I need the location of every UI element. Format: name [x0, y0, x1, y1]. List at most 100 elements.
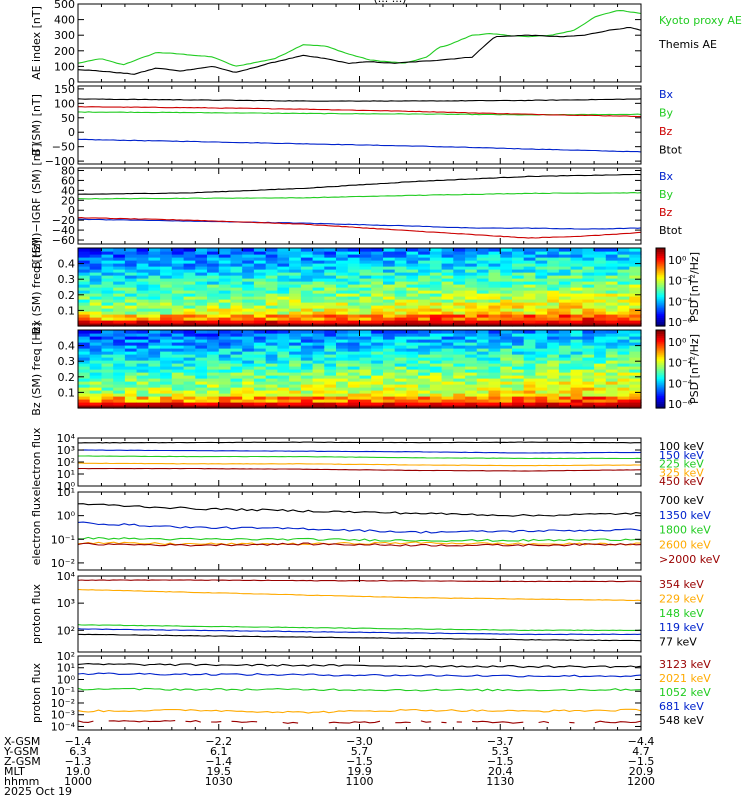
- psd-cell: [429, 336, 443, 340]
- psd-cell: [594, 317, 607, 321]
- psd-cell: [277, 351, 290, 355]
- psd-cell: [277, 363, 290, 367]
- psd-cell: [394, 314, 407, 318]
- psd-cell: [113, 381, 126, 385]
- psd-cell: [148, 387, 161, 391]
- psd-cell: [242, 357, 255, 361]
- psd-cell: [171, 305, 185, 309]
- psd-cell: [160, 390, 173, 394]
- psd-cell: [171, 357, 185, 361]
- psd-cell: [558, 345, 572, 349]
- psd-cell: [78, 381, 91, 385]
- psd-cell: [195, 320, 208, 324]
- psd-cell: [124, 311, 138, 315]
- psd-cell: [383, 269, 396, 273]
- psd-cell: [453, 257, 466, 261]
- psd-cell: [124, 363, 138, 367]
- psd-cell: [289, 330, 302, 334]
- psd-cell: [183, 251, 196, 255]
- psd-cell: [312, 363, 325, 367]
- psd-cell: [617, 266, 630, 270]
- psd-cell: [113, 393, 126, 397]
- psd-cell: [101, 345, 114, 349]
- psd-cell: [171, 317, 185, 321]
- psd-cell: [547, 260, 560, 264]
- psd-cell: [476, 251, 490, 255]
- psd-cell: [289, 275, 302, 279]
- psd-cell: [429, 390, 443, 394]
- psd-cell: [582, 314, 595, 318]
- psd-cell: [535, 339, 548, 343]
- psd-cell: [207, 354, 220, 358]
- psd-cell: [253, 269, 267, 273]
- psd-cell: [500, 393, 513, 397]
- psd-cell: [312, 393, 325, 397]
- psd-cell: [312, 375, 325, 379]
- psd-cell: [512, 384, 525, 388]
- psd-cell: [324, 330, 337, 334]
- psd-cell: [253, 399, 267, 403]
- psd-cell: [101, 396, 114, 400]
- psd-cell: [512, 311, 525, 315]
- psd-cell: [277, 275, 290, 279]
- psd-cell: [512, 293, 525, 297]
- psd-cell: [124, 296, 138, 300]
- psd-cell: [512, 269, 525, 273]
- psd-cell: [617, 360, 630, 364]
- psd-cell: [629, 308, 642, 312]
- psd-cell: [289, 299, 302, 303]
- y-tick-label: 10⁻¹: [51, 533, 75, 546]
- psd-cell: [265, 284, 278, 288]
- psd-cell: [371, 354, 384, 358]
- psd-cell: [324, 384, 337, 388]
- psd-cell: [371, 323, 384, 327]
- psd-cell: [418, 293, 431, 297]
- psd-cell: [136, 281, 149, 285]
- psd-cell: [582, 320, 595, 324]
- psd-cell: [218, 308, 232, 312]
- psd-cell: [371, 275, 384, 279]
- psd-cell: [136, 311, 149, 315]
- psd-cell: [512, 323, 525, 327]
- psd-cell: [148, 390, 161, 394]
- psd-cell: [218, 402, 232, 406]
- psd-cell: [148, 357, 161, 361]
- psd-cell: [523, 405, 536, 409]
- psd-cell: [78, 369, 91, 373]
- psd-cell: [289, 278, 302, 282]
- psd-cell: [242, 402, 255, 406]
- psd-cell: [535, 263, 548, 267]
- psd-cell: [500, 372, 513, 376]
- psd-cell: [523, 390, 536, 394]
- x-row-label: Z-GSM: [4, 755, 41, 768]
- psd-cell: [336, 299, 349, 303]
- psd-cell: [406, 372, 419, 376]
- series-line-450-kev: [77, 467, 641, 472]
- psd-cell: [605, 330, 619, 334]
- psd-cell: [594, 333, 607, 337]
- psd-cell: [78, 372, 91, 376]
- psd-cell: [383, 363, 396, 367]
- psd-cell: [78, 299, 91, 303]
- psd-cell: [183, 348, 196, 352]
- psd-cell: [594, 320, 607, 324]
- psd-cell: [124, 333, 138, 337]
- psd-cell: [253, 351, 267, 355]
- psd-cell: [371, 393, 384, 397]
- psd-cell: [453, 293, 466, 297]
- psd-cell: [289, 393, 302, 397]
- psd-cell: [383, 320, 396, 324]
- psd-cell: [148, 342, 161, 346]
- psd-cell: [594, 390, 607, 394]
- psd-cell: [113, 366, 126, 370]
- psd-cell: [383, 290, 396, 294]
- psd-cell: [441, 381, 454, 385]
- psd-cell: [617, 387, 630, 391]
- psd-cell: [242, 302, 255, 306]
- psd-cell: [359, 281, 372, 285]
- psd-cell: [453, 351, 466, 355]
- legend-bz: Bz: [659, 206, 673, 219]
- psd-cell: [465, 360, 478, 364]
- psd-cell: [113, 314, 126, 318]
- psd-cell: [453, 266, 466, 270]
